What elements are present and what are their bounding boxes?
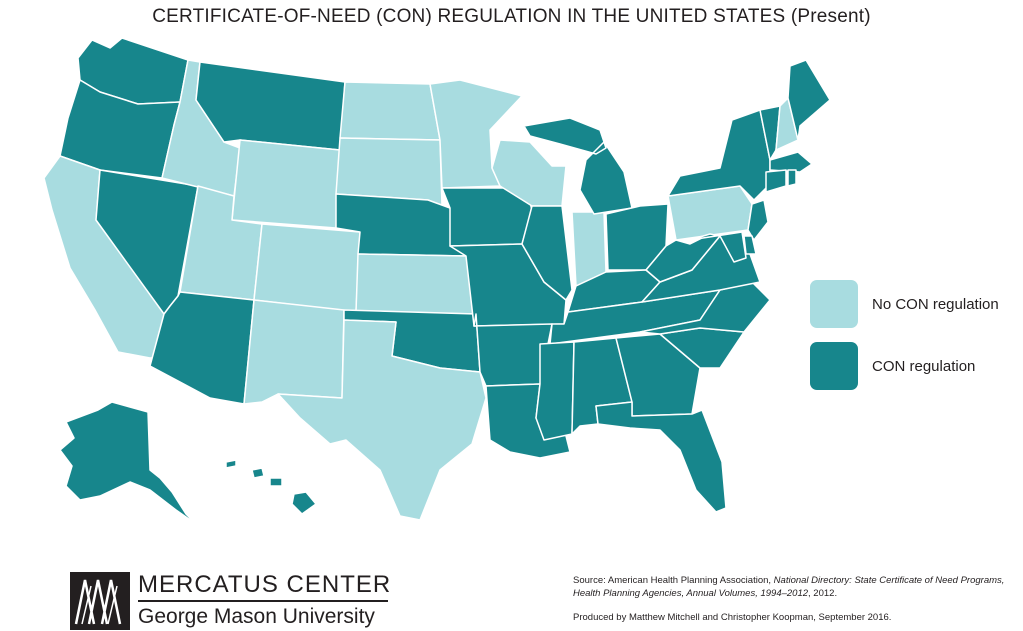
logo-subtitle: George Mason University [138, 604, 375, 628]
state-colorado[interactable] [253, 223, 361, 313]
hawaii-islands [225, 459, 283, 487]
state-alaska[interactable] [59, 401, 197, 525]
state-kansas[interactable] [355, 253, 477, 315]
state-hawaii[interactable] [291, 491, 317, 515]
state-new-mexico[interactable] [243, 299, 345, 405]
state-new-york[interactable] [667, 109, 771, 201]
source-note: Source: American Health Planning Associa… [573, 575, 1013, 600]
legend-no-con: No CON regulation [810, 280, 999, 328]
logo-mark-icon [70, 572, 130, 630]
legend-con: CON regulation [810, 342, 975, 390]
credit-note: Produced by Matthew Mitchell and Christo… [573, 612, 892, 623]
state-north-carolina[interactable] [639, 281, 771, 335]
source-title: National Directory: State Certificate of… [573, 575, 1005, 599]
logo-name: MERCATUS CENTER [138, 571, 392, 598]
state-connecticut[interactable] [765, 169, 787, 193]
logo-divider [138, 600, 388, 602]
legend-label-no-con: No CON regulation [872, 295, 999, 313]
state-mississippi[interactable] [535, 341, 575, 441]
state-massachusetts[interactable] [769, 151, 813, 173]
legend-swatch-no-con [810, 280, 858, 328]
state-texas[interactable] [277, 319, 487, 521]
state-new-jersey[interactable] [747, 199, 769, 241]
state-rhode-island[interactable] [787, 169, 797, 187]
state-illinois[interactable] [521, 205, 573, 301]
logo-text: MERCATUS CENTER George Mason University [138, 572, 391, 629]
source-suffix: , 2012. [808, 587, 838, 599]
state-wyoming[interactable] [231, 139, 341, 229]
source-prefix: Source: American Health Planning Associa… [573, 575, 774, 586]
state-delaware[interactable] [743, 235, 757, 255]
state-maine[interactable] [787, 59, 831, 141]
state-north-dakota[interactable] [339, 81, 441, 141]
legend-label-con: CON regulation [872, 357, 976, 375]
mercatus-logo: MERCATUS CENTER George Mason University [70, 572, 391, 630]
legend-swatch-con [810, 342, 858, 390]
map-title: CERTIFICATE-OF-NEED (CON) REGULATION IN … [152, 6, 871, 27]
state-florida[interactable] [595, 401, 727, 513]
state-maryland[interactable] [689, 231, 747, 263]
